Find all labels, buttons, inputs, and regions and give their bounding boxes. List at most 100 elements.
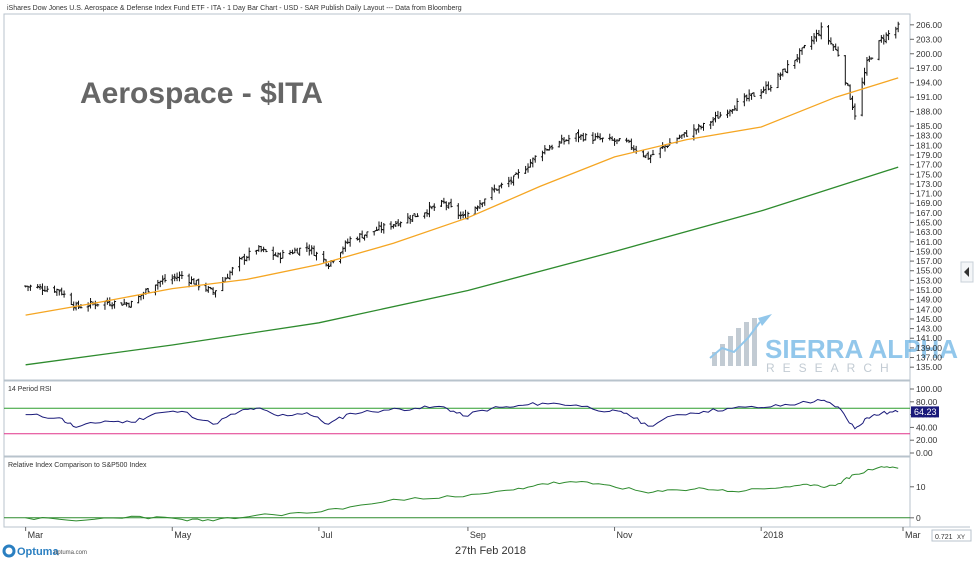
price-bar — [591, 132, 595, 144]
plane-icon — [758, 314, 772, 326]
price-bar — [783, 68, 787, 73]
price-tick-label: 177.00 — [916, 160, 942, 170]
price-tick-label: 188.00 — [916, 107, 942, 117]
price-tick-label: 200.00 — [916, 49, 942, 59]
price-bar — [62, 290, 66, 298]
price-tick-label: 181.00 — [916, 140, 942, 150]
price-bar — [644, 154, 648, 159]
price-bar — [776, 72, 780, 89]
price-bar — [795, 53, 799, 63]
price-bar — [355, 236, 359, 241]
price-tick-label: 153.00 — [916, 275, 942, 285]
price-bar — [646, 151, 650, 160]
price-bar — [214, 290, 218, 298]
scale-value: 0.721 — [935, 534, 953, 541]
price-bar — [649, 154, 653, 164]
price-bar — [812, 33, 816, 45]
price-tick-label: 155.00 — [916, 266, 942, 276]
price-bar — [750, 93, 754, 100]
price-bar — [694, 129, 698, 135]
price-bar — [507, 176, 511, 188]
price-tick-label: 165.00 — [916, 218, 942, 228]
rsi-tick-label: 100.00 — [916, 384, 942, 394]
date-tick-label: Nov — [617, 530, 634, 540]
price-bar — [264, 249, 268, 253]
price-bar — [93, 300, 97, 310]
rsi-last-value-badge: 64.23 — [911, 406, 939, 418]
price-bar — [483, 198, 487, 206]
price-bar — [247, 247, 251, 261]
rsi-tick-label: 40.00 — [916, 422, 938, 432]
date-tick-label: Mar — [905, 530, 921, 540]
price-tick-label: 206.00 — [916, 20, 942, 30]
price-bar — [281, 249, 285, 259]
price-bar — [800, 47, 804, 55]
price-bar — [127, 302, 131, 308]
price-tick-label: 163.00 — [916, 227, 942, 237]
chart-overlay-title: Aerospace - $ITA — [80, 77, 323, 110]
price-bar — [360, 230, 364, 239]
price-bar — [28, 284, 32, 291]
price-bar — [382, 223, 386, 234]
rsi-pane — [3, 380, 911, 457]
price-bar — [629, 138, 633, 150]
price-bar — [314, 251, 318, 261]
price-bar — [651, 149, 655, 156]
relative-title: Relative Index Comparison to S&P500 Inde… — [8, 462, 147, 469]
price-bar — [608, 133, 612, 141]
price-bar — [697, 123, 701, 133]
price-bar — [161, 275, 165, 285]
scale-mode: XY — [957, 535, 965, 541]
price-bar — [406, 213, 410, 224]
price-bar — [896, 21, 900, 33]
date-tick-label: May — [174, 530, 192, 540]
price-bar — [879, 35, 883, 43]
price-tick-label: 141.00 — [916, 333, 942, 343]
price-bar — [449, 198, 453, 208]
price-bar — [57, 289, 61, 296]
price-tick-label: 169.00 — [916, 198, 942, 208]
date-tick-label: 2018 — [763, 530, 783, 540]
price-bar — [742, 93, 746, 107]
price-bar — [733, 105, 737, 111]
price-bar — [557, 140, 561, 148]
price-bar — [853, 103, 857, 120]
price-bar — [617, 138, 621, 142]
price-bar — [701, 122, 705, 131]
sierra-alpha-logo: SIERRA ALPHA RESEARCH — [709, 314, 958, 375]
price-tick-label: 159.00 — [916, 246, 942, 256]
price-bar — [459, 211, 463, 220]
scale-readout[interactable]: 0.721 XY — [931, 529, 972, 542]
price-bar — [665, 145, 669, 149]
moving-averages — [25, 77, 899, 366]
price-bar — [240, 256, 244, 260]
price-bar — [77, 300, 81, 310]
price-bar — [531, 157, 535, 168]
price-bar — [173, 273, 177, 282]
price-bar — [548, 144, 552, 151]
price-bar — [802, 44, 806, 49]
price-bar — [764, 81, 768, 95]
price-tick-label: 191.00 — [916, 92, 942, 102]
price-bar — [524, 165, 528, 174]
price-bar — [685, 129, 689, 137]
price-bar — [778, 72, 782, 80]
rsi-title: 14 Period RSI — [8, 386, 52, 393]
price-tick-label: 151.00 — [916, 285, 942, 295]
price-bar — [677, 134, 681, 140]
price-bar — [447, 202, 451, 209]
price-bar — [221, 276, 225, 292]
price-bar — [170, 274, 174, 285]
price-bar — [718, 111, 722, 118]
rsi-line — [25, 398, 899, 430]
price-bar — [365, 231, 369, 238]
price-bar — [786, 60, 790, 74]
price-bar — [641, 150, 645, 158]
price-bar — [295, 247, 299, 254]
price-bar — [146, 288, 150, 293]
price-bar — [476, 205, 480, 211]
price-bar — [728, 109, 732, 117]
panel-collapse-button[interactable] — [960, 261, 974, 283]
price-bar — [834, 43, 838, 51]
